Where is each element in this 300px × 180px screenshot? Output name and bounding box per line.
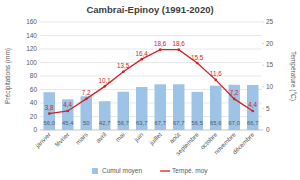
x-tick-label: août bbox=[168, 131, 182, 145]
bar bbox=[44, 92, 55, 130]
line-label: 18,6 bbox=[154, 40, 167, 47]
data-labels: 56,0 45,4 50 42,7 56,7 63,7 67,7 67,7 56,5 65,6 67… bbox=[44, 40, 259, 126]
line-label: 7,2 bbox=[82, 89, 91, 96]
y2-axis-label: Température (°C) bbox=[289, 51, 297, 101]
bar bbox=[62, 99, 73, 130]
y-tick-label: 60 bbox=[30, 86, 38, 93]
y-tick-label: 120 bbox=[26, 45, 37, 52]
y-tick-label: 160 bbox=[26, 18, 37, 25]
line-label: 4,4 bbox=[248, 101, 257, 108]
line-label: 3,8 bbox=[45, 104, 54, 111]
background bbox=[0, 0, 300, 180]
y2-tick bbox=[262, 130, 264, 131]
bar bbox=[136, 87, 147, 130]
bar-label: 63,7 bbox=[136, 120, 147, 126]
y2-tick bbox=[262, 65, 264, 66]
bar-label: 66,7 bbox=[247, 120, 258, 126]
line-label: 13,5 bbox=[117, 62, 130, 69]
line-marker bbox=[66, 110, 69, 113]
bar bbox=[247, 85, 258, 130]
line-marker bbox=[103, 85, 106, 88]
line-marker bbox=[196, 62, 199, 65]
title: Cambrai-Epinoy (1991-2020) bbox=[86, 4, 213, 15]
bar bbox=[192, 92, 203, 130]
grid-line bbox=[40, 76, 262, 77]
line-marker bbox=[214, 79, 217, 82]
line-marker bbox=[140, 58, 143, 61]
bar-label: 42,7 bbox=[99, 120, 110, 126]
y-tick-label: 100 bbox=[26, 59, 37, 66]
line-label: 10,1 bbox=[99, 77, 112, 84]
y-tick-label: 0 bbox=[33, 126, 37, 133]
legend-swatch bbox=[160, 170, 170, 171]
grid-line bbox=[40, 49, 262, 50]
y2-tick bbox=[262, 43, 264, 44]
line-marker bbox=[177, 48, 180, 51]
grid-line bbox=[40, 35, 262, 36]
bar bbox=[229, 85, 240, 130]
y2-tick-label: 20 bbox=[266, 40, 274, 47]
bar-label: 67,7 bbox=[173, 120, 184, 126]
y-tick-label: 140 bbox=[26, 32, 37, 39]
line-label: 16,4 bbox=[136, 50, 149, 57]
x-tick-label: février bbox=[53, 131, 70, 148]
y2-tick-label: 25 bbox=[266, 18, 274, 25]
y2-tick-label: 5 bbox=[266, 105, 270, 112]
y2-tick bbox=[262, 108, 264, 109]
bar-label: 67,0 bbox=[229, 120, 240, 126]
chart: Cambrai-Epinoy (1991-2020)02040608010012… bbox=[0, 0, 300, 180]
x-tick-label: mai bbox=[114, 131, 126, 143]
marks bbox=[44, 48, 259, 130]
legend-swatch bbox=[92, 168, 98, 174]
line-label: 15,5 bbox=[191, 54, 204, 61]
bar bbox=[99, 101, 110, 130]
bar-label: 50 bbox=[83, 120, 89, 126]
bar-label: 56,5 bbox=[192, 120, 203, 126]
y2-tick bbox=[262, 86, 264, 87]
y2-tick-label: 10 bbox=[266, 83, 274, 90]
line-marker bbox=[159, 48, 162, 51]
line-marker bbox=[251, 110, 254, 113]
grid-line bbox=[40, 62, 262, 63]
y2-tick-label: 0 bbox=[266, 126, 270, 133]
x-tick-label: septembre bbox=[174, 130, 201, 157]
line-label: 11,6 bbox=[210, 70, 222, 77]
line-marker bbox=[233, 98, 236, 101]
bar-label: 67,7 bbox=[155, 120, 166, 126]
line-label: 18,6 bbox=[173, 40, 186, 47]
x-tick-label: juin bbox=[132, 130, 146, 144]
y2-tick-label: 15 bbox=[266, 61, 274, 68]
y-tick-label: 40 bbox=[30, 99, 38, 106]
line-marker bbox=[48, 112, 51, 115]
bar bbox=[173, 84, 184, 130]
legend-label: Cumul moyen bbox=[102, 167, 142, 175]
x-tick-label: décembre bbox=[231, 130, 256, 155]
bar bbox=[155, 84, 166, 130]
bar-label: 45,4 bbox=[62, 120, 74, 126]
y-axis-label: Précipitations (mm) bbox=[4, 48, 12, 104]
bar-label: 65,6 bbox=[210, 120, 221, 126]
bar bbox=[210, 86, 221, 130]
x-tick-label: juillet bbox=[147, 131, 164, 148]
x-tick-label: avril bbox=[94, 131, 107, 144]
y-tick-label: 20 bbox=[30, 113, 38, 120]
legend-label: Tempé. moy bbox=[172, 167, 208, 175]
x-tick-label: janvier bbox=[33, 131, 52, 150]
line-label: 4,4 bbox=[63, 101, 72, 108]
legend: Cumul moyen Tempé. moy bbox=[92, 167, 208, 175]
y-tick-label: 80 bbox=[30, 72, 38, 79]
grid-line bbox=[40, 22, 262, 23]
line-marker bbox=[85, 98, 88, 101]
bar-label: 56,7 bbox=[118, 120, 129, 126]
y2-tick bbox=[262, 22, 264, 23]
line-label: 7,2 bbox=[230, 89, 239, 96]
x-tick-label: mars bbox=[74, 131, 89, 146]
line-marker bbox=[122, 70, 125, 73]
bar bbox=[118, 92, 129, 130]
bar-label: 56,0 bbox=[44, 120, 55, 126]
temperature-line bbox=[49, 50, 253, 114]
